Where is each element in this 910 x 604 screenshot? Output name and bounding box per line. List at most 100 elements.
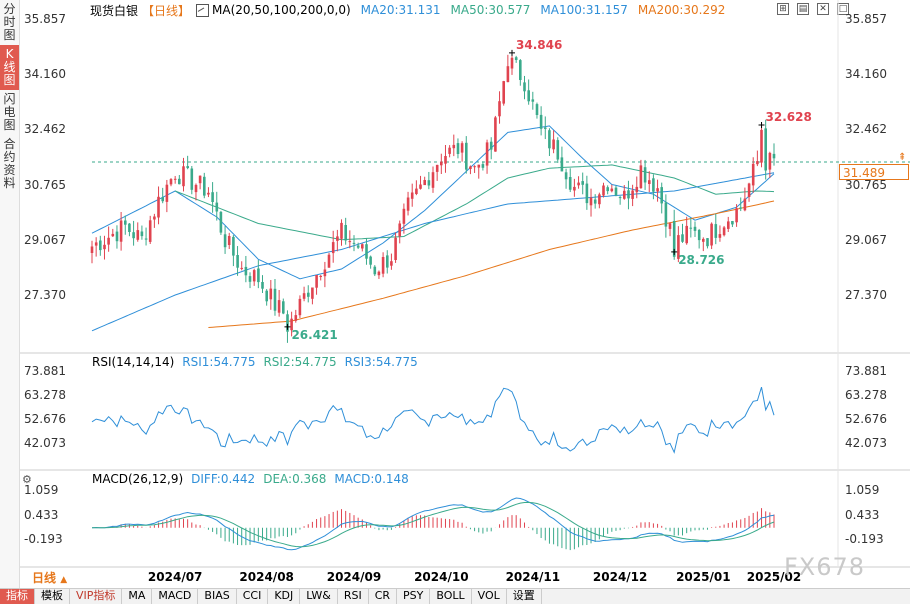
panel-dividers — [20, 0, 910, 568]
candle — [648, 171, 651, 193]
candle — [348, 230, 352, 249]
candle — [618, 196, 622, 205]
candle — [227, 232, 231, 249]
candle — [573, 178, 576, 197]
indicator-tab[interactable]: 指标 — [0, 589, 35, 604]
candle — [702, 237, 705, 252]
candle — [556, 137, 560, 164]
candle — [602, 182, 605, 198]
ma100-value: MA100:31.157 — [540, 3, 628, 17]
candle — [722, 225, 726, 237]
ma200-value: MA200:30.292 — [637, 3, 726, 17]
candle — [523, 75, 526, 100]
indicator-tab[interactable]: KDJ — [268, 589, 301, 604]
candle — [390, 253, 393, 270]
candle — [311, 287, 314, 305]
indicator-tab[interactable]: 模板 — [35, 589, 70, 604]
indicator-tab[interactable]: MACD — [152, 589, 199, 604]
candle — [756, 150, 759, 167]
candle — [689, 218, 693, 238]
candle — [614, 185, 618, 197]
candle — [623, 185, 626, 200]
candle — [148, 215, 152, 244]
tab-contract-info[interactable]: 合约资料 — [3, 137, 16, 190]
axis-tick-label: 73.881 — [24, 364, 66, 378]
indicator-tab[interactable]: 设置 — [507, 589, 542, 604]
candle — [410, 183, 414, 207]
indicator-tab[interactable]: RSI — [338, 589, 369, 604]
candle — [643, 159, 647, 190]
ma-settings-icon[interactable] — [196, 3, 210, 17]
period-selector[interactable]: 日线 ▲ — [20, 570, 90, 587]
indicator-tab[interactable]: PSY — [397, 589, 431, 604]
gear-icon[interactable]: ⚙ — [22, 473, 32, 486]
candle — [485, 139, 489, 174]
indicator-tab[interactable]: VIP指标 — [70, 589, 123, 604]
line-ma100 — [91, 172, 775, 332]
candle — [693, 221, 697, 237]
candle — [598, 192, 601, 209]
indicator-tab[interactable]: CCI — [237, 589, 269, 604]
line-ma20 — [91, 125, 775, 280]
candle — [710, 222, 713, 250]
candle — [477, 164, 481, 179]
candle — [215, 191, 219, 221]
indicator-tab[interactable]: VOL — [472, 589, 507, 604]
table-icon[interactable]: ▤ — [797, 3, 809, 15]
candle — [548, 128, 551, 157]
candle — [656, 179, 659, 202]
candle — [473, 165, 476, 174]
candle — [697, 228, 701, 249]
annotation-32-628: 32.628 — [758, 110, 812, 129]
tab-time-chart[interactable]: 分时图 — [3, 2, 16, 42]
candle — [90, 240, 94, 264]
axis-tick-label: 29.067 — [845, 232, 887, 247]
candle — [190, 165, 194, 195]
axis-tick-label: 63.278 — [24, 388, 66, 402]
candle — [631, 184, 634, 207]
indicator-tab[interactable]: BIAS — [198, 589, 237, 604]
watermark: FX678 — [784, 553, 866, 581]
candle — [535, 102, 539, 119]
candle — [361, 243, 364, 252]
axis-tick-label: 42.073 — [845, 436, 887, 450]
svg-text:26.421: 26.421 — [291, 328, 337, 342]
indicator-tab[interactable]: MA — [122, 589, 153, 604]
axis-tick-label: 42.073 — [24, 436, 66, 450]
rsi-header: RSI(14,14,14) RSI1:54.775 RSI2:54.775 RS… — [92, 355, 418, 369]
indicator-tab[interactable]: BOLL — [430, 589, 472, 604]
candle — [714, 213, 718, 245]
candle — [581, 172, 584, 195]
candle — [173, 175, 177, 184]
axis-tick-label: 0.433 — [24, 507, 59, 522]
candle — [593, 194, 597, 209]
candle — [415, 180, 418, 196]
indicator-tab[interactable]: LW& — [300, 589, 338, 604]
tab-kline-chart[interactable]: K线图 — [0, 45, 19, 90]
candle — [527, 79, 530, 105]
candle — [161, 187, 164, 204]
axis-tick-label: 0.433 — [845, 507, 880, 522]
close-icon[interactable]: ✕ — [817, 3, 829, 15]
axis-tick-label: 1.059 — [24, 483, 59, 497]
candle — [681, 223, 684, 243]
indicator-tab[interactable]: CR — [369, 589, 398, 604]
candle — [456, 138, 460, 159]
candle — [519, 59, 522, 86]
candle — [315, 274, 318, 295]
candle — [489, 137, 493, 160]
current-price: 31.489 — [843, 166, 885, 180]
x-tick-label: 2025/02 — [747, 570, 801, 584]
candle — [198, 175, 202, 190]
candle — [460, 141, 464, 162]
tab-flash-chart[interactable]: 闪电图 — [3, 92, 16, 132]
x-tick-label: 2024/10 — [414, 570, 468, 584]
candle — [373, 265, 377, 277]
candle — [331, 230, 335, 263]
candle — [369, 255, 372, 269]
annotation-28-726: 28.726 — [671, 248, 725, 267]
candle — [107, 226, 110, 252]
grid-icon[interactable]: ⊞ — [777, 3, 789, 15]
candle — [685, 216, 688, 245]
